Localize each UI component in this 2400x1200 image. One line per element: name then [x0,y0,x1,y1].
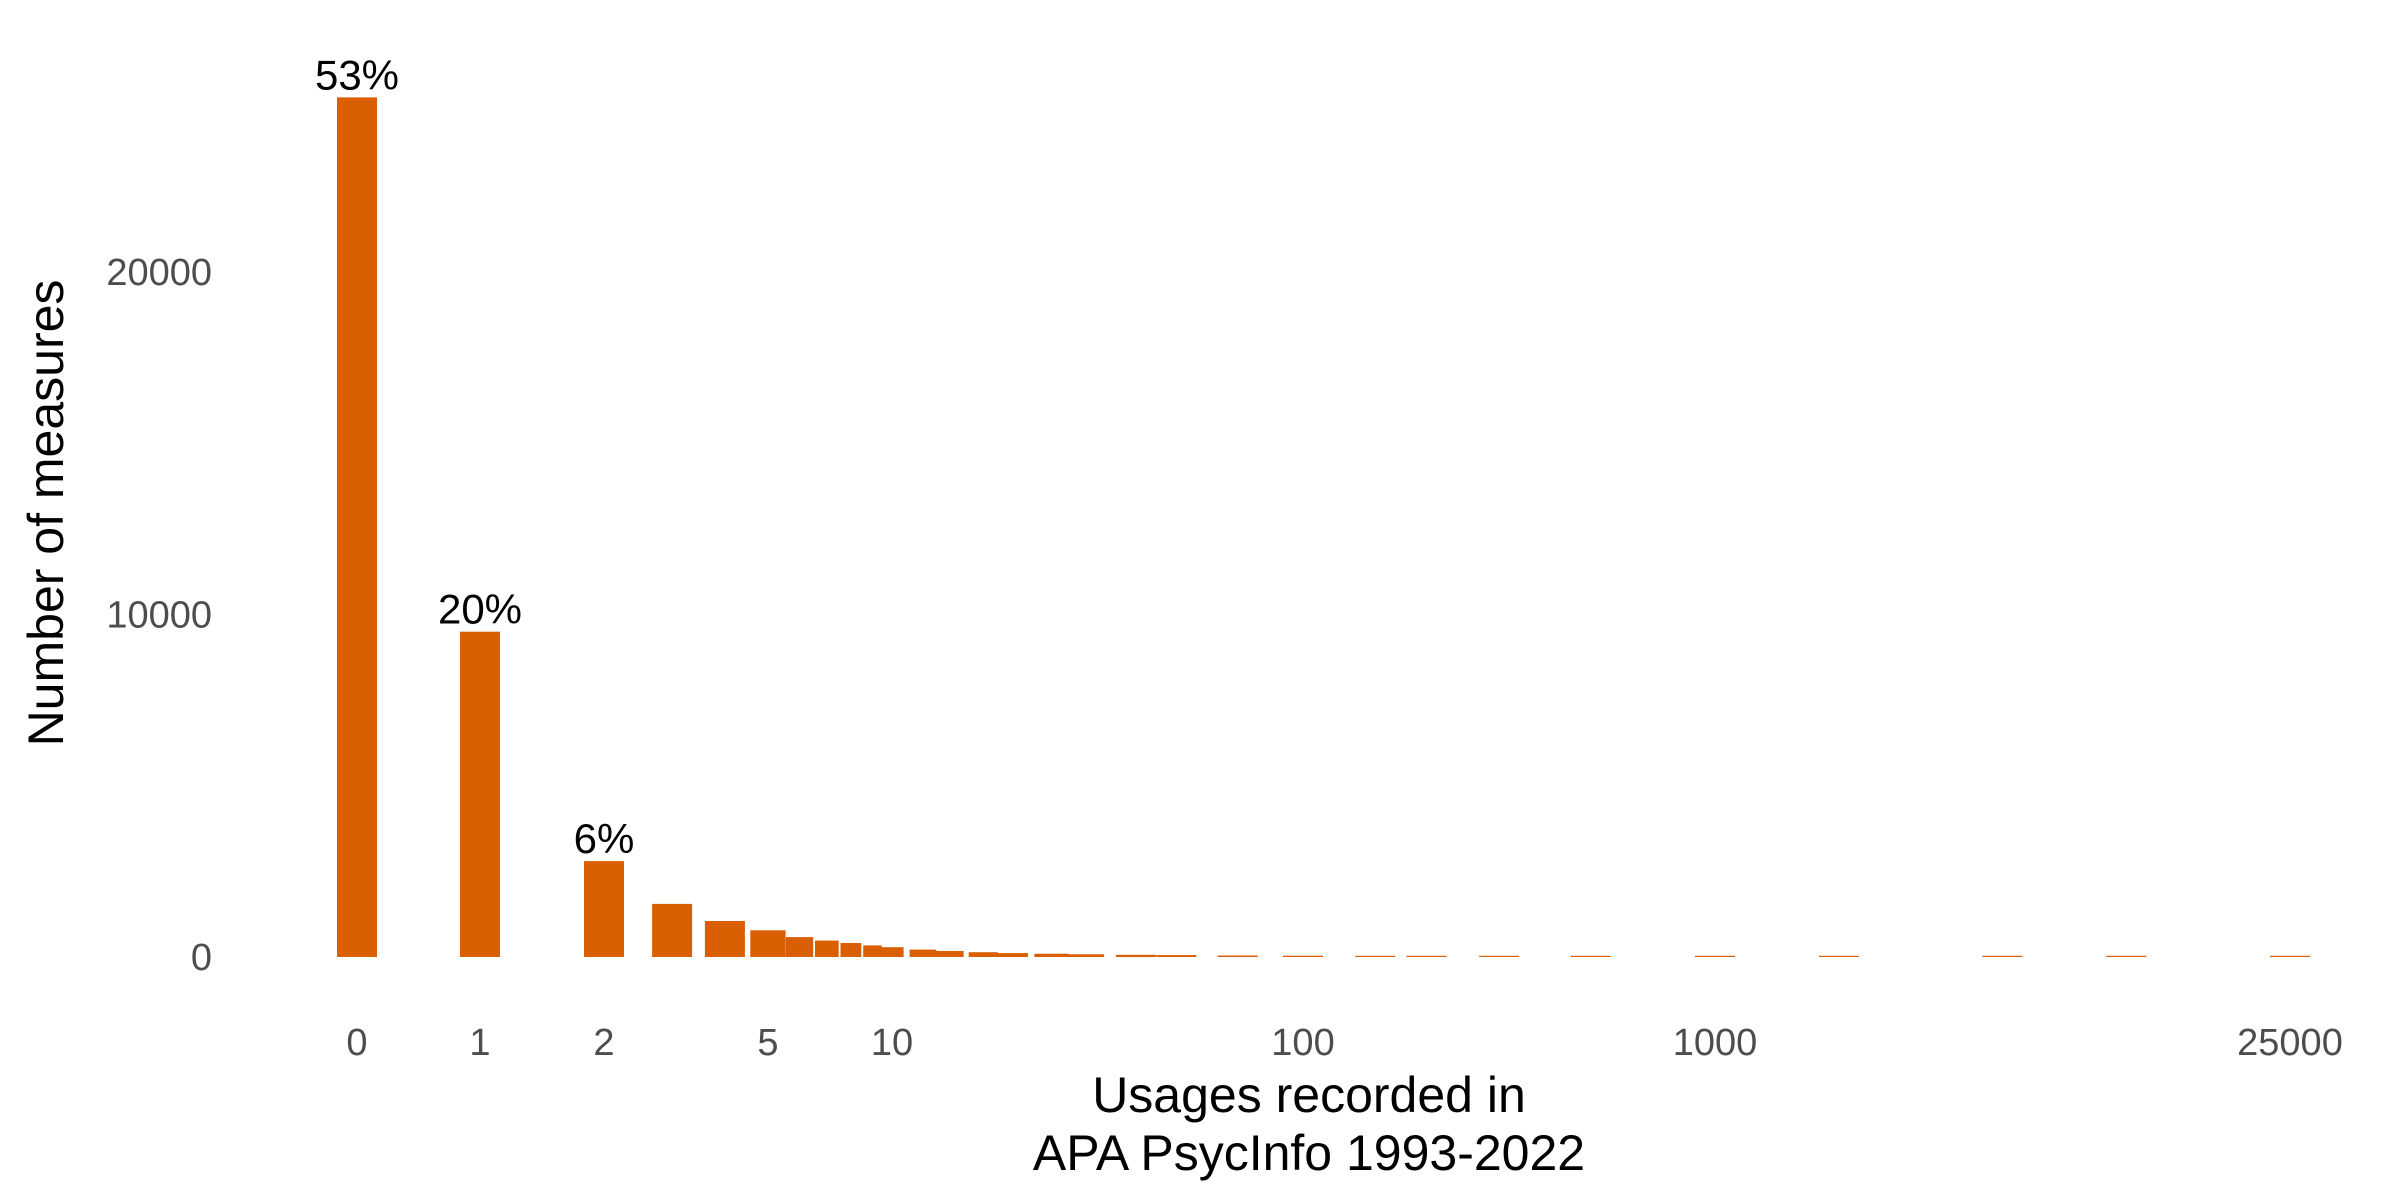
bar-40 [1115,954,1156,957]
bar-1000 [1695,955,1735,957]
x-tick-label-10: 10 [871,1022,913,1064]
bar-labels-layer: 53% 20% 6% [315,51,634,862]
x-tick-label-5: 5 [757,1022,778,1064]
x-tick-label-25000: 25000 [2237,1022,2343,1064]
bar-label-0: 53% [315,51,399,98]
bar-14 [935,951,964,957]
y-axis-title: Number of measures [18,280,74,747]
bar-70 [1217,955,1258,957]
bar-8 [840,943,862,957]
bar-20 [995,953,1028,957]
bar-100 [1283,955,1323,957]
bar-150 [1355,955,1396,957]
bar-10000 [2106,955,2147,957]
bar-1 [460,631,500,957]
bar-50 [1156,955,1197,957]
bar-25000 [2270,955,2310,957]
x-axis-title-line-2: APA PsycInfo 1993-2022 [1033,1125,1585,1181]
x-tick-label-100: 100 [1271,1022,1334,1064]
y-tick-label-0: 0 [191,937,212,979]
x-axis-title-line-1: Usages recorded in [1092,1067,1526,1123]
bar-3 [652,903,693,957]
bar-200 [1406,955,1447,957]
bar-500 [1570,955,1611,957]
bar-7 [815,940,839,957]
bars-layer [337,97,2310,957]
x-tick-label-1: 1 [469,1022,490,1064]
bar-5000 [1982,955,2023,957]
bar-25 [1034,953,1069,957]
bar-2000 [1818,955,1859,957]
y-axis-ticks: 0 10000 20000 [106,252,212,979]
bar-9 [863,945,882,957]
bar-4 [704,921,745,957]
bar-300 [1479,955,1520,957]
bar-12 [909,949,937,957]
bar-0 [337,97,377,957]
x-tick-label-1000: 1000 [1673,1022,1758,1064]
bar-17 [968,952,998,957]
bar-label-2: 6% [574,815,635,862]
bar-label-1: 20% [438,586,522,633]
x-tick-label-2: 2 [593,1022,614,1064]
y-tick-label-20000: 20000 [106,252,212,294]
bar-10 [880,947,904,957]
x-tick-label-0: 0 [346,1022,367,1064]
bar-2 [584,861,624,957]
x-axis-ticks: 0 1 2 5 10 100 1000 25000 [346,1022,2342,1064]
bar-6 [785,937,814,957]
bar-30 [1064,954,1105,957]
bar-5 [750,930,786,957]
y-tick-label-10000: 10000 [106,595,212,637]
